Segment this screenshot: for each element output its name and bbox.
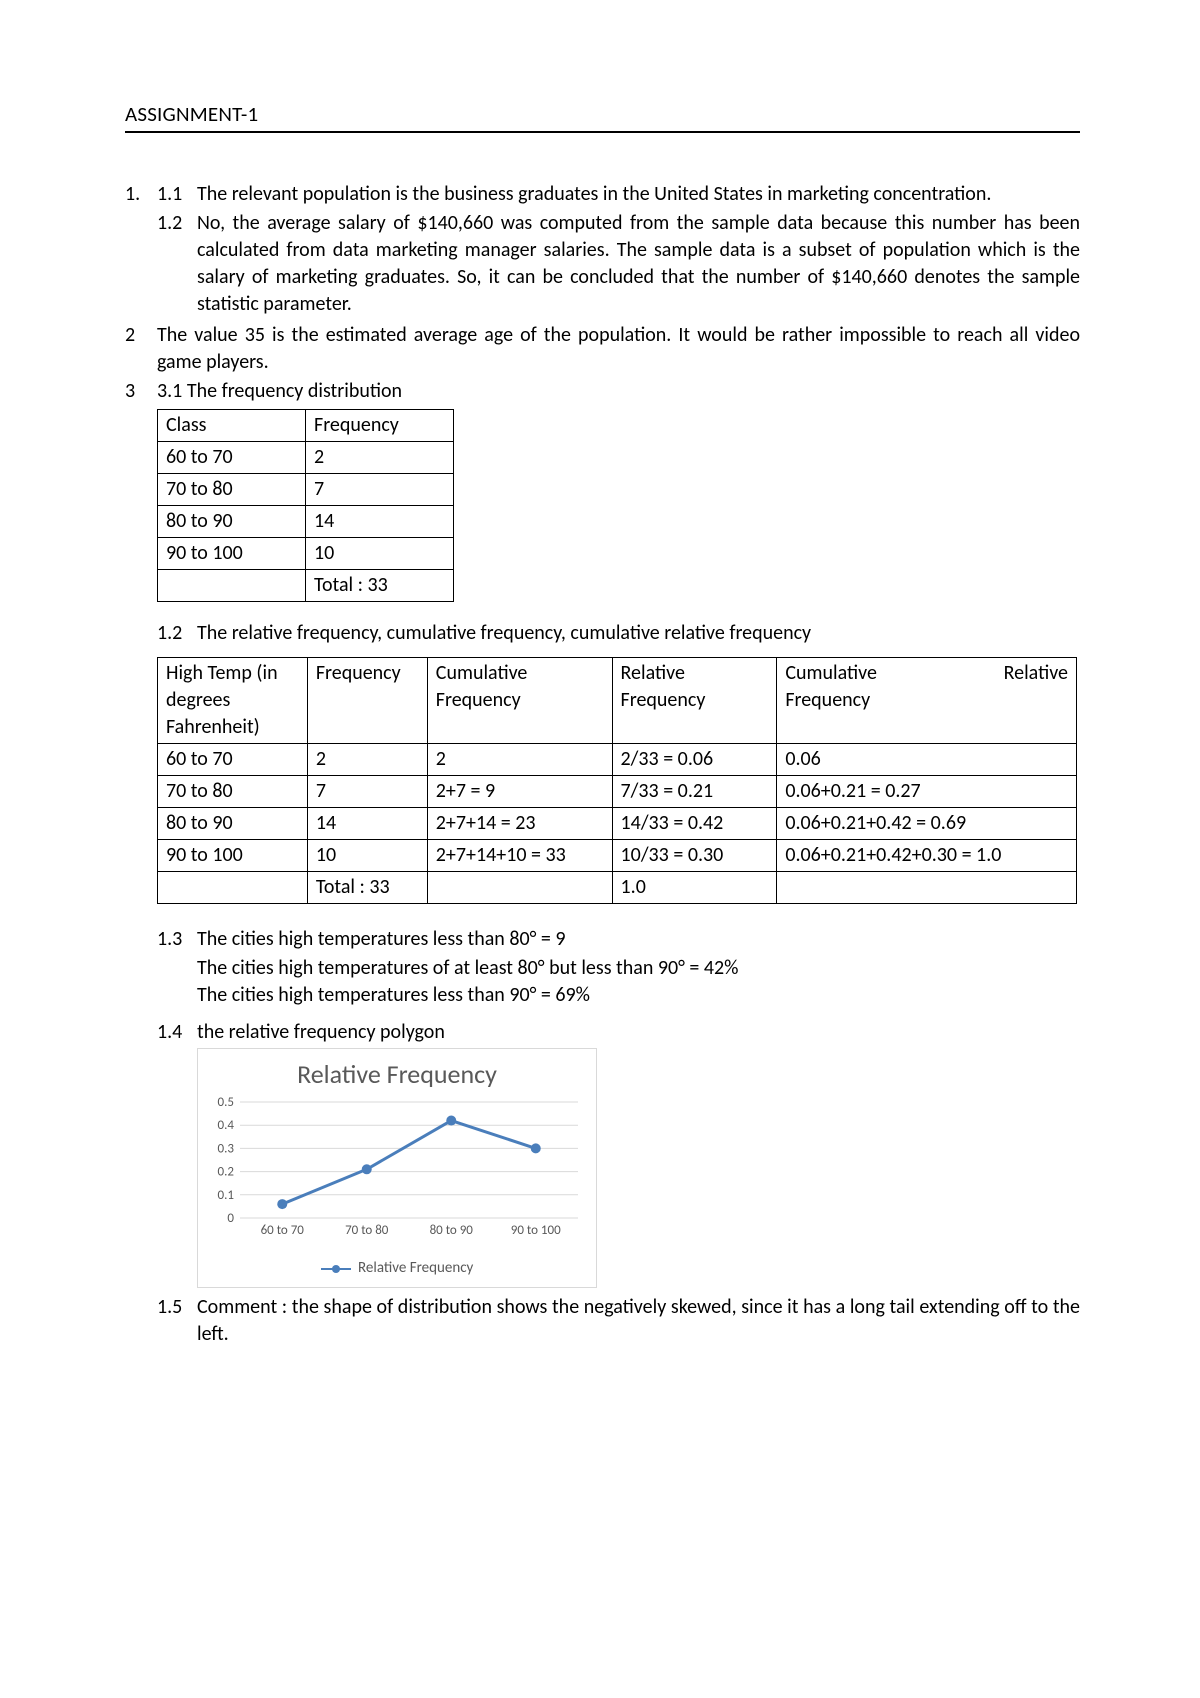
svg-text:0: 0 [227,1211,234,1226]
section-1-4: 1.4 the relative frequency polygon [157,1019,1080,1046]
q2-number: 2 [125,322,157,349]
table-row: Total : 33 [158,570,454,602]
question-1: 1. 1.1 The relevant population is the bu… [125,181,1080,320]
question-3: 3 3.1 The frequency distribution [125,378,1080,405]
legend-line-icon [321,1268,351,1271]
sec13-line1: The cities high temperatures less than 8… [197,926,1080,953]
q3-1-text: The frequency distribution [187,379,402,403]
sec15-number: 1.5 [157,1294,197,1321]
table-row: 70 to 807 [158,474,454,506]
q3-number: 3 [125,378,157,405]
frequency-table: Class Frequency 60 to 702 70 to 807 80 t… [157,409,454,602]
table-row: 80 to 90142+7+14 = 2314/33 = 0.420.06+0.… [158,808,1077,840]
relative-frequency-table: High Temp (in degrees Fahrenheit) Freque… [157,657,1077,904]
q1-number: 1. [125,181,157,208]
q3-1-number: 3.1 [157,379,182,403]
q1-2-text: No, the average salary of $140,660 was c… [197,210,1080,318]
q2-text: The value 35 is the estimated average ag… [157,322,1080,376]
relative-frequency-chart: Relative Frequency 0 0.1 0.2 0.3 0.4 0.5 60 to… [197,1048,597,1287]
svg-text:0.1: 0.1 [218,1188,234,1203]
chart-title: Relative Frequency [208,1057,586,1092]
sec15-text: Comment : the shape of distribution show… [197,1294,1080,1348]
section-1-2: 1.2 The relative frequency, cumulative f… [157,620,1080,647]
svg-text:70 to 80: 70 to 80 [345,1223,389,1238]
sec14-text: the relative frequency polygon [197,1019,1080,1046]
table-row: High Temp (in degrees Fahrenheit) Freque… [158,658,1077,744]
table-row: 90 to 100102+7+14+10 = 3310/33 = 0.300.0… [158,840,1077,872]
th-relfreq: Relative Frequency [612,658,777,744]
chart-svg: 0 0.1 0.2 0.3 0.4 0.5 60 to 70 70 to 80 80 to 90… [208,1096,586,1246]
sec13-line2: The cities high temperatures of at least… [197,955,1080,982]
chart-legend: Relative Frequency [208,1258,586,1278]
th-cumfreq: Cumulative Frequency [427,658,612,744]
svg-text:0.5: 0.5 [218,1096,234,1110]
section-1-3: 1.3 The cities high temperatures less th… [157,926,1080,1009]
q1-1-number: 1.1 [157,181,197,208]
table-row: 70 to 8072+7 = 97/33 = 0.210.06+0.21 = 0… [158,776,1077,808]
svg-text:60 to 70: 60 to 70 [261,1223,305,1238]
table-row: Total : 331.0 [158,872,1077,904]
legend-label: Relative Frequency [358,1259,473,1277]
th-class: Class [158,410,306,442]
sec13-number: 1.3 [157,926,197,953]
q1-2-number: 1.2 [157,210,197,237]
table-row: 90 to 10010 [158,538,454,570]
svg-text:90 to 100: 90 to 100 [511,1223,561,1238]
th-frequency: Frequency [306,410,454,442]
svg-text:0.4: 0.4 [218,1119,235,1134]
table-row: 60 to 70222/33 = 0.060.06 [158,744,1077,776]
svg-text:0.2: 0.2 [218,1165,235,1180]
sec14-number: 1.4 [157,1019,197,1046]
sec12-text: The relative frequency, cumulative frequ… [197,620,1080,647]
page-title: ASSIGNMENT-1 [125,100,1080,133]
table-row: 80 to 9014 [158,506,454,538]
th-hightemp: High Temp (in degrees Fahrenheit) [158,658,308,744]
th-cumrelfreq: CumulativeRelative Frequency [777,658,1077,744]
svg-text:80 to 90: 80 to 90 [430,1223,474,1238]
q1-1-text: The relevant population is the business … [197,181,1080,208]
section-1-5: 1.5 Comment : the shape of distribution … [157,1294,1080,1348]
svg-text:0.3: 0.3 [218,1142,235,1157]
table-row: 60 to 702 [158,442,454,474]
sec12-number: 1.2 [157,620,197,647]
th-frequency: Frequency [307,658,427,744]
table-row: Class Frequency [158,410,454,442]
question-2: 2 The value 35 is the estimated average … [125,322,1080,376]
sec13-line3: The cities high temperatures less than 9… [197,982,1080,1009]
